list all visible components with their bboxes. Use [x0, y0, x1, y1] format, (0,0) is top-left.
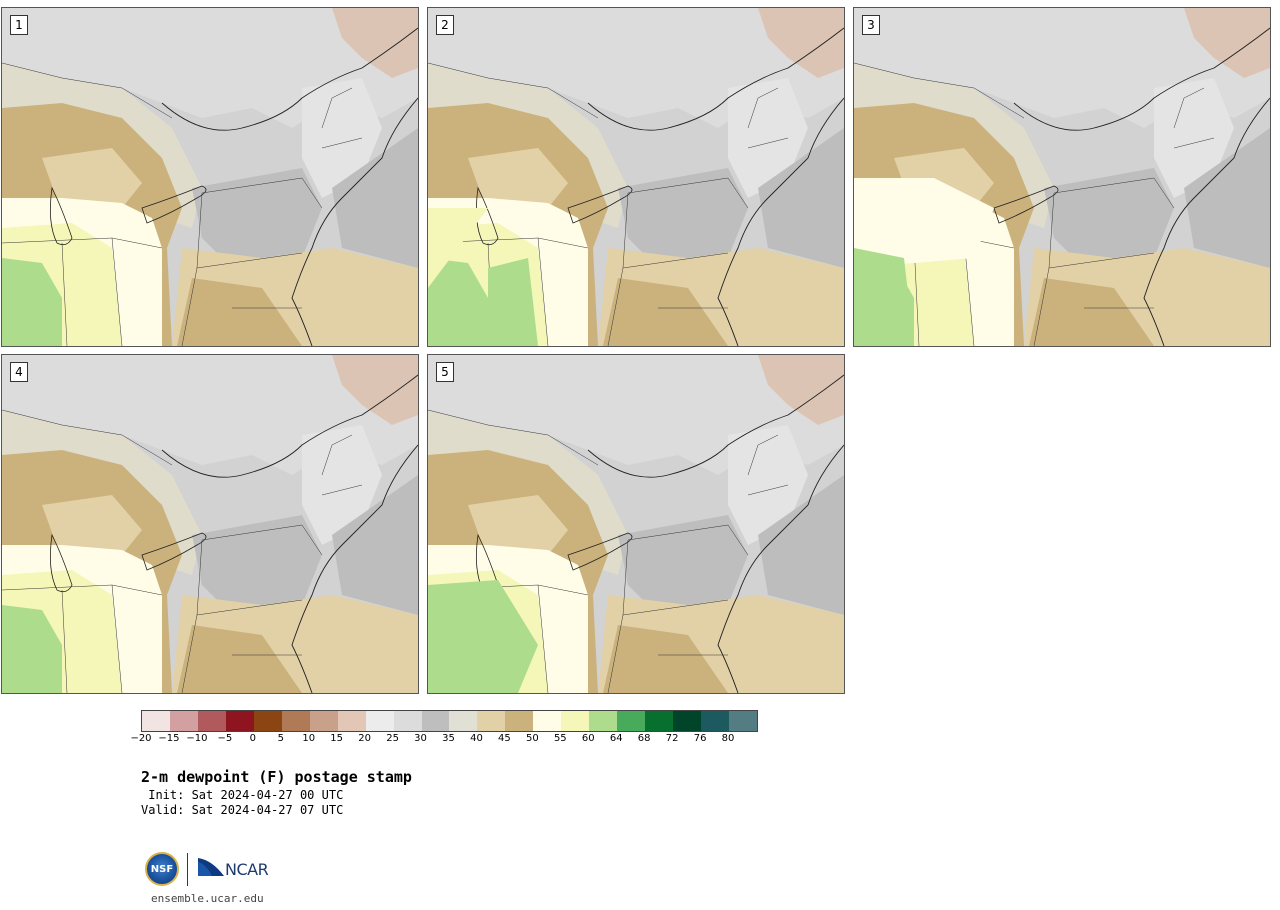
colorbar-tick-label: 60: [581, 733, 595, 744]
colorbar-tick-label: 30: [414, 733, 427, 744]
colorbar-tick-label: 80: [721, 733, 735, 744]
colorbar-tick-label: 10: [302, 733, 316, 744]
logo-divider: [187, 853, 188, 886]
product-title: 2-m dewpoint (F) postage stamp: [141, 768, 412, 786]
colorbar-cell: [309, 711, 338, 731]
dewpoint-map-1: [2, 8, 418, 346]
colorbar-cell: [673, 711, 702, 731]
colorbar-tick-label: −15: [158, 733, 180, 744]
panel-label-2: 2: [436, 15, 454, 35]
colorbar-cell: [505, 711, 534, 731]
colorbar-cell: [281, 711, 310, 731]
panel-label-1: 1: [10, 15, 28, 35]
colorbar-tick-label: 25: [386, 733, 399, 744]
colorbar-cell: [645, 711, 674, 731]
panel-label-5: 5: [436, 362, 454, 382]
ensemble-member-3-map: 3: [853, 7, 1271, 347]
dewpoint-map-3: [854, 8, 1270, 346]
colorbar-cell: [393, 711, 422, 731]
colorbar-cell: [533, 711, 562, 731]
init-time: Init: Sat 2024-04-27 00 UTC: [141, 788, 344, 802]
colorbar-cell: [477, 711, 506, 731]
colorbar-tick-label: 15: [330, 733, 344, 744]
colorbar-cell: [225, 711, 254, 731]
dewpoint-map-2: [428, 8, 844, 346]
colorbar-tick-label: −5: [217, 733, 233, 744]
colorbar-cell: [337, 711, 366, 731]
colorbar-tick-label: −10: [186, 733, 208, 744]
colorbar-cell: [142, 711, 170, 731]
colorbar-cell: [589, 711, 618, 731]
dewpoint-colorbar: [141, 710, 758, 732]
ensemble-member-1-map: 1: [1, 7, 419, 347]
nsf-logo: NSF: [145, 852, 179, 886]
panel-label-3: 3: [862, 15, 880, 35]
colorbar-tick-label: 55: [553, 733, 567, 744]
dewpoint-map-5: [428, 355, 844, 693]
ncar-wordmark: NCAR: [225, 860, 269, 879]
colorbar-tick-label: 0: [249, 733, 256, 744]
nsf-ncar-logo: NSF NCAR: [145, 850, 275, 890]
colorbar-cell: [197, 711, 226, 731]
colorbar-tick-label: −20: [130, 733, 152, 744]
colorbar-cell: [561, 711, 590, 731]
colorbar-cell: [421, 711, 450, 731]
colorbar-cell: [365, 711, 394, 731]
colorbar-tick-label: 5: [277, 733, 284, 744]
colorbar-tick-label: 45: [498, 733, 511, 744]
dewpoint-map-4: [2, 355, 418, 693]
colorbar-tick-label: 64: [609, 733, 623, 744]
colorbar-cell: [729, 711, 757, 731]
valid-time: Valid: Sat 2024-04-27 07 UTC: [141, 803, 344, 817]
ensemble-member-4-map: 4: [1, 354, 419, 694]
ensemble-member-5-map: 5: [427, 354, 845, 694]
colorbar-tick-labels: −20 −15 −10 −5 0 5 10 15 20 25 30 35 40 45 50 55 60 64 68 7…: [130, 733, 756, 749]
colorbar-cell: [449, 711, 478, 731]
colorbar-cell: [701, 711, 730, 731]
colorbar-tick-label: 50: [525, 733, 539, 744]
colorbar-cell: [617, 711, 646, 731]
colorbar-tick-label: 72: [665, 733, 679, 744]
colorbar-tick-label: 40: [470, 733, 483, 744]
ncar-mark-icon: [198, 858, 224, 876]
colorbar-tick-label: 35: [442, 733, 455, 744]
panel-label-4: 4: [10, 362, 28, 382]
colorbar-tick-label: 76: [693, 733, 707, 744]
ensemble-member-2-map: 2: [427, 7, 845, 347]
site-url: ensemble.ucar.edu: [151, 892, 264, 905]
colorbar-tick-label: 20: [358, 733, 371, 744]
colorbar-cell: [169, 711, 198, 731]
title-block: 2-m dewpoint (F) postage stamp Init: Sat…: [141, 768, 412, 818]
colorbar-tick-label: 68: [637, 733, 651, 744]
colorbar-cell: [253, 711, 282, 731]
